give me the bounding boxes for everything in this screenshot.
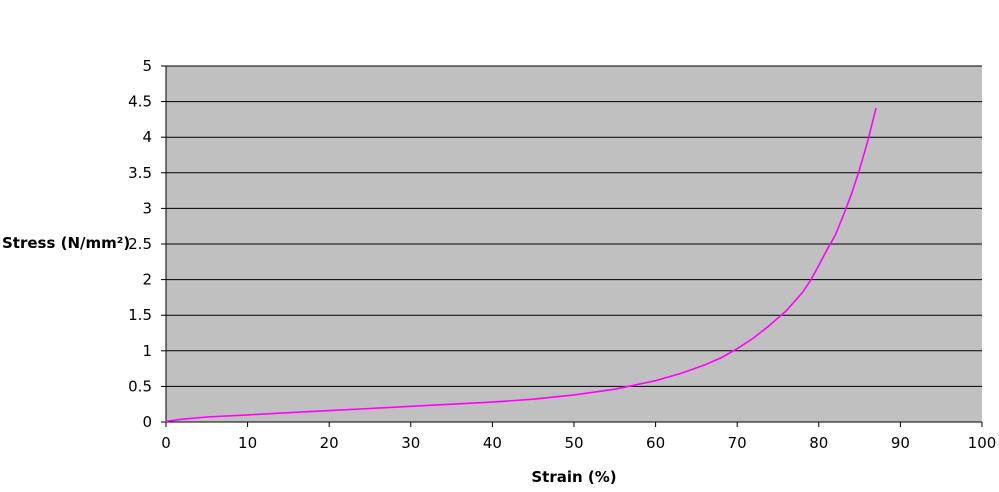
x-tick-label: 10 [238,434,257,452]
series-line [165,107,877,423]
series-layer [165,107,877,423]
y-tick-label: 4.5 [128,93,152,111]
x-tick-label: 50 [564,434,583,452]
x-tick-label: 60 [646,434,665,452]
y-tick-label: 3.5 [128,164,152,182]
y-tick-label: 2.5 [128,235,152,253]
y-axis-title: Stress (N/mm²) [2,234,130,252]
x-tick-label: 0 [161,434,171,452]
y-tick-label: 1.5 [128,306,152,324]
x-tick-label: 70 [728,434,747,452]
y-tick-label: 2 [142,271,152,289]
y-tick-label: 5 [142,57,152,75]
y-tick-label: 1 [142,342,152,360]
y-tick-label: 4 [142,128,152,146]
x-axis-title: Strain (%) [531,468,616,486]
x-tick-label: 100 [968,434,997,452]
x-tick-label: 30 [401,434,420,452]
x-tick-label: 20 [320,434,339,452]
y-tick-label: 0.5 [128,377,152,395]
x-tick-label: 80 [809,434,828,452]
x-tick-label: 90 [891,434,910,452]
y-tick-label: 0 [142,413,152,431]
y-axis-ticks: 0 0.5 1 1.5 2 2.5 3 3.5 4 4.5 5 [128,57,166,431]
x-axis-ticks: 0 10 20 30 40 50 60 70 80 90 100 [161,422,996,452]
x-tick-label: 40 [483,434,502,452]
gridlines [165,65,982,423]
y-tick-label: 3 [142,199,152,217]
